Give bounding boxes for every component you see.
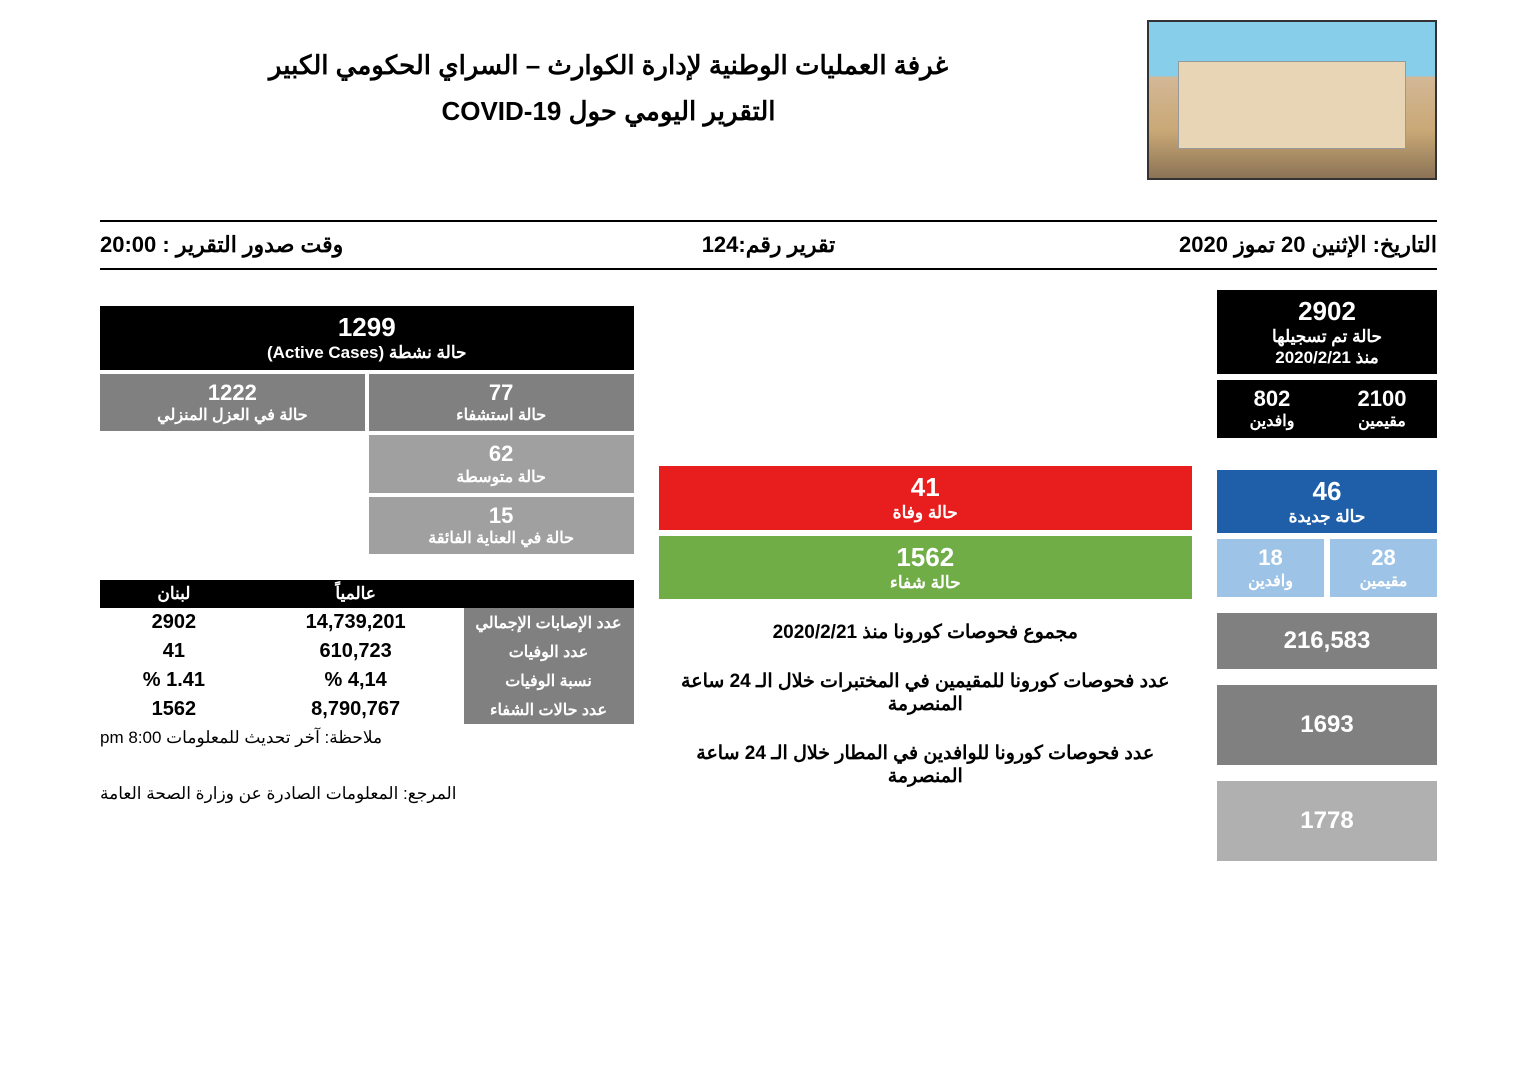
residents-box: 2100 مقيمين — [1327, 380, 1437, 438]
new-cases-box: 46 حالة جديدة — [1217, 470, 1437, 534]
row-recovered: عدد حالات الشفاء — [464, 695, 634, 724]
hospitalized: 77 حالة استشفاء — [369, 374, 634, 432]
dashboard: 2902 حالة تم تسجيلها منذ 2020/2/21 2100 … — [100, 290, 1437, 861]
deaths-box: 41 حالة وفاة — [659, 466, 1193, 530]
reference: المرجع: المعلومات الصادرة عن وزارة الصحة… — [100, 784, 634, 804]
col-totals: 2902 حالة تم تسجيلها منذ 2020/2/21 2100 … — [1217, 290, 1437, 861]
arrivals-box: 802 وافدين — [1217, 380, 1327, 438]
col-middle: 41 حالة وفاة 1562 حالة شفاء مجموع فحوصات… — [659, 290, 1193, 788]
tests-labs-label: عدد فحوصات كورونا للمقيمين في المختبرات … — [659, 670, 1193, 716]
tests-total-label: مجموع فحوصات كورونا منذ 2020/2/21 — [659, 621, 1193, 644]
active-total: 1299 حالة نشطة (Active Cases) — [100, 306, 634, 370]
report-time: وقت صدور التقرير : 20:00 — [100, 232, 546, 258]
new-arrivals: 18 وافدين — [1217, 539, 1324, 597]
report-date: التاريخ: الإثنين 20 تموز 2020 — [991, 232, 1437, 258]
col-active-compare: 1299 حالة نشطة (Active Cases) 77 حالة اس… — [100, 290, 634, 804]
row-total-cases: عدد الإصابات الإجمالي — [464, 608, 634, 637]
tests-total-row: 216,583 — [1217, 613, 1437, 669]
hosp-sub: 62 حالة متوسطة 15 حالة في العناية الفائق… — [369, 435, 634, 554]
report-number: تقرير رقم:124 — [546, 232, 992, 258]
tests-airport-val: 1778 — [1217, 781, 1437, 861]
new-cases-split: 28 مقيمين 18 وافدين — [1217, 539, 1437, 597]
header-titles: غرفة العمليات الوطنية لإدارة الكوارث – ا… — [100, 20, 1117, 127]
active-cases-block: 1299 حالة نشطة (Active Cases) 77 حالة اس… — [100, 306, 634, 554]
tests-labs-val: 1693 — [1217, 685, 1437, 765]
total-registered: 2902 حالة تم تسجيلها منذ 2020/2/21 — [1217, 290, 1437, 374]
icu: 15 حالة في العناية الفائقة — [369, 497, 634, 555]
comparison-table: عالمياً لبنان عدد الإصابات الإجمالي 14,7… — [100, 580, 634, 724]
tests-total-val: 216,583 — [1217, 613, 1437, 669]
info-bar: التاريخ: الإثنين 20 تموز 2020 تقرير رقم:… — [100, 220, 1437, 270]
residents-arrivals-split: 2100 مقيمين 802 وافدين — [1217, 380, 1437, 438]
home-isolation: 1222 حالة في العزل المنزلي — [100, 374, 365, 432]
active-split: 77 حالة استشفاء 62 حالة متوسطة 15 حالة ف… — [100, 374, 634, 555]
recovered-box: 1562 حالة شفاء — [659, 536, 1193, 600]
new-residents: 28 مقيمين — [1330, 539, 1437, 597]
row-deaths: عدد الوفيات — [464, 637, 634, 666]
head-world: عالمياً — [248, 580, 464, 608]
tests-airport-label: عدد فحوصات كورونا للوافدين في المطار خلا… — [659, 742, 1193, 788]
head-lebanon: لبنان — [100, 580, 248, 608]
comparison-table-wrap: عالمياً لبنان عدد الإصابات الإجمالي 14,7… — [100, 580, 634, 748]
header: غرفة العمليات الوطنية لإدارة الكوارث – ا… — [100, 20, 1437, 180]
tests-labs-row: 1693 — [1217, 685, 1437, 765]
row-death-rate: نسبة الوفيات — [464, 666, 634, 695]
moderate: 62 حالة متوسطة — [369, 435, 634, 493]
main-title: غرفة العمليات الوطنية لإدارة الكوارث – ا… — [100, 50, 1117, 81]
hosp-col: 77 حالة استشفاء 62 حالة متوسطة 15 حالة ف… — [369, 374, 634, 555]
header-building-image — [1147, 20, 1437, 180]
tests-airport-row: 1778 — [1217, 781, 1437, 861]
update-note: ملاحظة: آخر تحديث للمعلومات 8:00 pm — [100, 728, 634, 748]
sub-title: التقرير اليومي حول COVID-19 — [100, 96, 1117, 127]
